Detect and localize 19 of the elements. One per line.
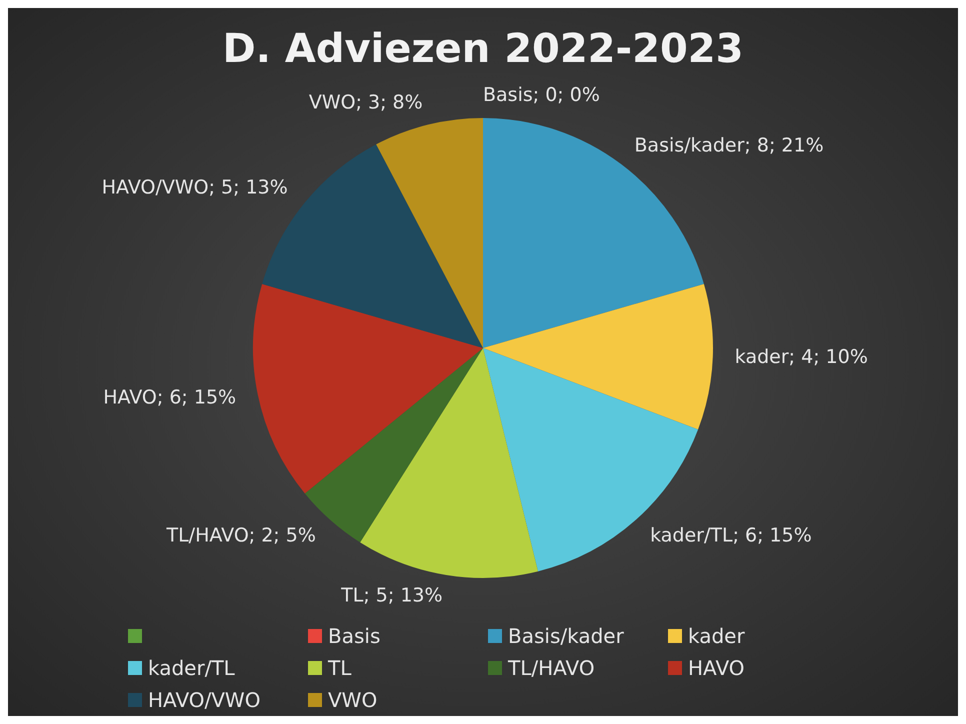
data-label: HAVO; 6; 15%	[103, 386, 236, 408]
legend-label: kader/TL	[148, 656, 235, 680]
legend-label: Basis	[328, 624, 380, 648]
text: Basis; 0; 0%	[483, 84, 600, 106]
legend-label: HAVO	[688, 656, 745, 680]
data-label: TL; 5; 13%	[340, 584, 443, 607]
data-label: TL/HAVO; 2; 5%	[165, 524, 316, 547]
legend-label: kader	[688, 624, 745, 648]
data-label: kader/TL; 6; 15%	[650, 524, 812, 547]
data-label: HAVO/VWO; 5; 13%	[102, 176, 288, 199]
data-label: Basis/kader; 8; 21%	[634, 134, 824, 156]
legend-label: TL/HAVO	[508, 656, 595, 680]
legend-label: Basis/kader	[508, 624, 624, 648]
data-label: VWO; 3; 8%	[308, 91, 423, 114]
data-label: kader; 4; 10%	[734, 346, 868, 368]
legend-label: HAVO/VWO	[148, 688, 260, 712]
chart-title: D. Adviezen 2022-2023	[222, 25, 744, 74]
legend-label: TL	[328, 656, 352, 680]
legend-label: VWO	[328, 688, 378, 712]
